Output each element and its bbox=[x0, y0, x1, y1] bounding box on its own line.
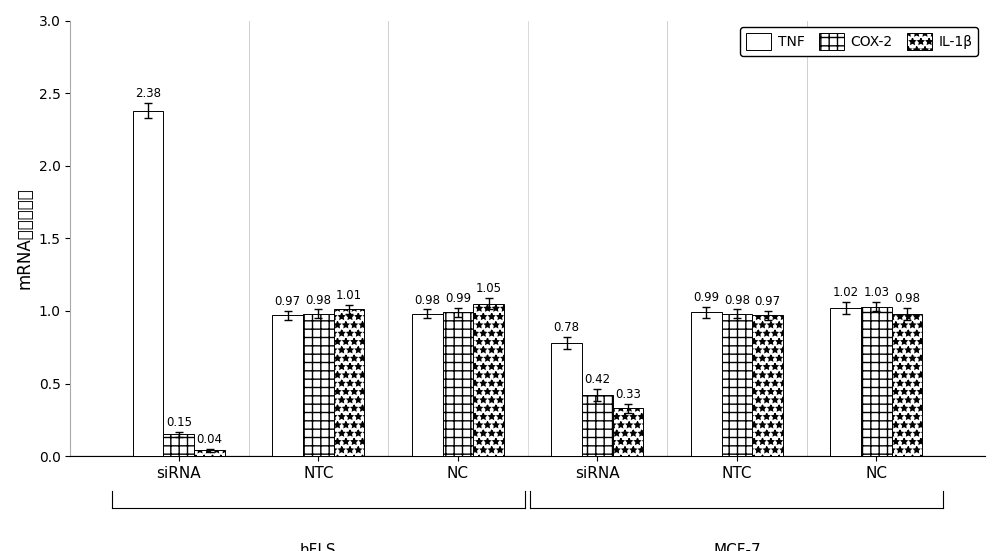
Legend: TNF, COX-2, IL-1β: TNF, COX-2, IL-1β bbox=[740, 28, 978, 56]
Text: MCF-7: MCF-7 bbox=[713, 543, 761, 551]
Bar bbox=[303, 314, 334, 456]
Bar bbox=[194, 450, 225, 456]
Bar bbox=[551, 343, 582, 456]
Bar bbox=[334, 310, 364, 456]
Text: 0.99: 0.99 bbox=[693, 291, 719, 304]
Bar bbox=[272, 315, 303, 456]
Bar bbox=[412, 314, 443, 456]
Bar bbox=[752, 315, 783, 456]
Text: 0.98: 0.98 bbox=[414, 294, 440, 306]
Text: 0.97: 0.97 bbox=[755, 295, 781, 308]
Text: 1.05: 1.05 bbox=[476, 282, 502, 295]
Text: 2.38: 2.38 bbox=[135, 88, 161, 100]
Y-axis label: mRNA相对表达量: mRNA相对表达量 bbox=[15, 187, 33, 289]
Bar bbox=[892, 314, 922, 456]
Text: 0.42: 0.42 bbox=[584, 374, 610, 386]
Text: 1.02: 1.02 bbox=[833, 287, 859, 299]
Bar bbox=[133, 111, 163, 456]
Text: 0.98: 0.98 bbox=[894, 292, 920, 305]
Text: 0.98: 0.98 bbox=[305, 294, 331, 306]
Text: 1.01: 1.01 bbox=[336, 289, 362, 302]
Bar bbox=[722, 314, 752, 456]
Text: 0.78: 0.78 bbox=[554, 321, 580, 334]
Text: 0.99: 0.99 bbox=[445, 292, 471, 305]
Bar bbox=[473, 304, 504, 456]
Bar bbox=[830, 308, 861, 456]
Text: 0.33: 0.33 bbox=[615, 388, 641, 401]
Text: 0.97: 0.97 bbox=[275, 295, 301, 308]
Text: hFLS: hFLS bbox=[300, 543, 337, 551]
Text: 0.98: 0.98 bbox=[724, 294, 750, 306]
Bar bbox=[691, 312, 722, 456]
Bar bbox=[861, 306, 892, 456]
Bar bbox=[582, 395, 613, 456]
Text: 1.03: 1.03 bbox=[863, 287, 889, 299]
Bar bbox=[163, 434, 194, 456]
Bar bbox=[443, 312, 473, 456]
Text: 0.04: 0.04 bbox=[197, 433, 223, 446]
Bar bbox=[613, 408, 643, 456]
Text: 0.15: 0.15 bbox=[166, 417, 192, 429]
